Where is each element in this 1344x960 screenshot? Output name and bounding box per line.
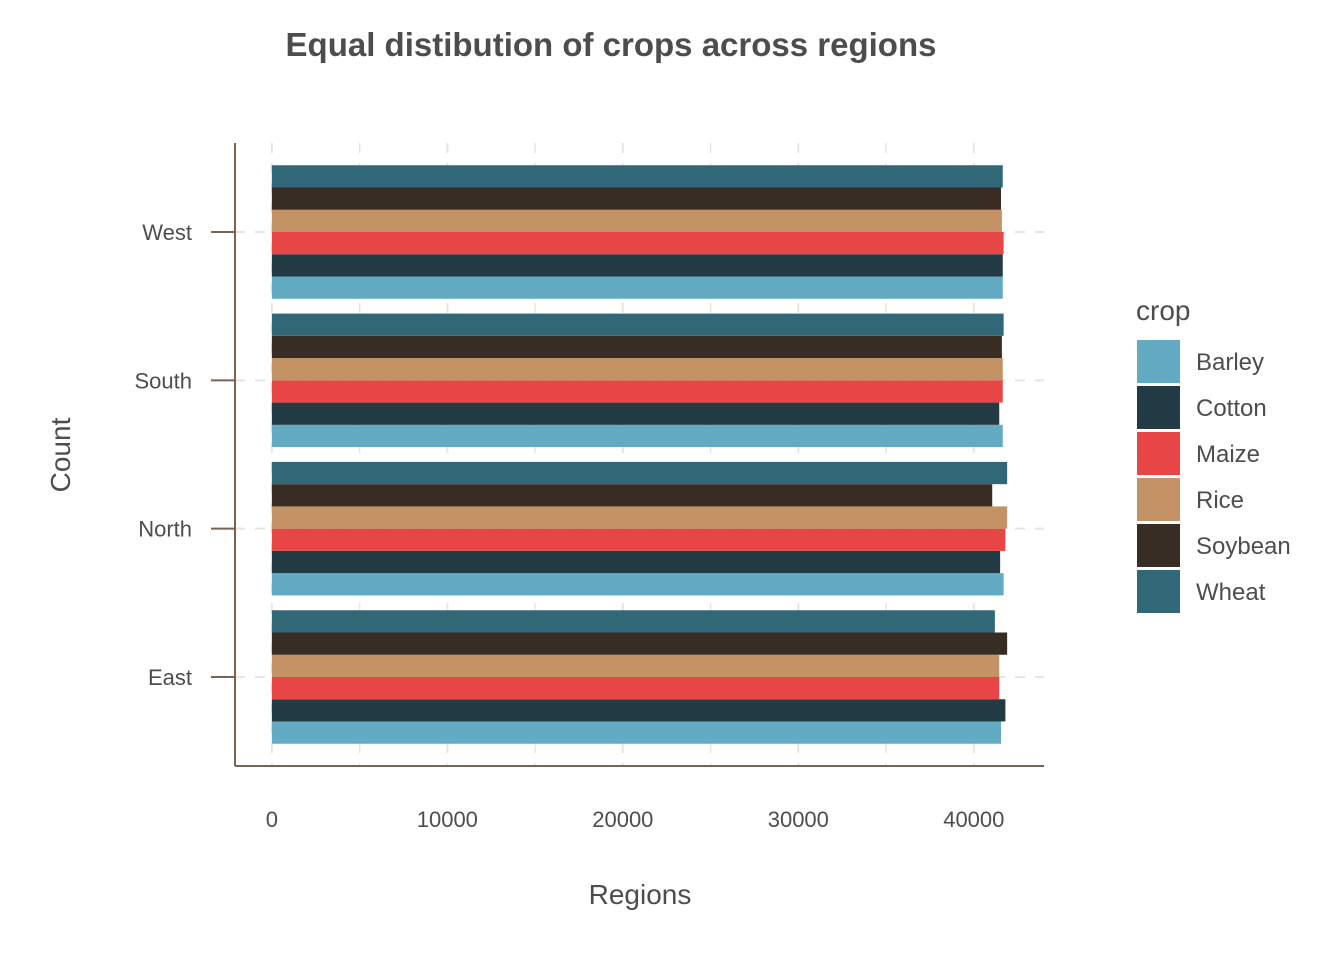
legend-label: Barley: [1196, 349, 1264, 376]
bar-east-maize: [271, 677, 1000, 700]
x-axis-title: Regions: [589, 879, 692, 910]
legend-title: crop: [1136, 295, 1190, 326]
bar-west-wheat: [271, 165, 1003, 188]
y-tick-label: North: [138, 517, 192, 542]
legend-swatch-maize: [1137, 432, 1180, 475]
ticks: East North South West 0 10000 20000 30000 40000: [135, 220, 1005, 832]
bar-north-maize: [271, 528, 1006, 551]
x-tick-label: 10000: [417, 807, 478, 832]
legend-swatch-wheat: [1137, 570, 1180, 613]
x-tick-label: 40000: [943, 807, 1004, 832]
legend-swatch-barley: [1137, 340, 1180, 383]
bar-south-wheat: [271, 313, 1004, 336]
bar-west-soybean: [271, 187, 1002, 210]
x-tick-label: 20000: [592, 807, 653, 832]
chart-title: Equal distibution of crops across region…: [286, 26, 937, 63]
bar-north-wheat: [271, 461, 1008, 485]
y-tick-label: East: [148, 665, 192, 690]
y-axis-title: Count: [45, 417, 76, 492]
bar-south-rice: [271, 358, 1003, 381]
y-tick-label: South: [135, 368, 193, 393]
bar-west-barley: [271, 276, 1003, 299]
bar-east-wheat: [271, 610, 995, 633]
axes: [234, 143, 1044, 767]
legend-swatch-soybean: [1137, 524, 1180, 567]
bar-north-soybean: [271, 484, 993, 507]
bar-north-barley: [271, 573, 1004, 596]
bar-north-cotton: [271, 550, 1001, 574]
bar-north-rice: [271, 506, 1008, 529]
y-tick-label: West: [142, 220, 192, 245]
bar-south-cotton: [271, 402, 1000, 425]
bar-west-maize: [271, 232, 1004, 255]
bar-south-maize: [271, 380, 1003, 403]
legend-label: Soybean: [1196, 533, 1291, 560]
bar-west-cotton: [271, 254, 1003, 277]
legend-swatch-cotton: [1137, 386, 1180, 429]
bar-west-rice: [271, 209, 1002, 232]
legend-label: Wheat: [1196, 579, 1266, 606]
legend: crop Barley Cotton Maize Rice Soybean Wheat: [1136, 295, 1291, 613]
bar-east-rice: [271, 654, 1000, 677]
bar-south-barley: [271, 424, 1003, 448]
legend-label: Cotton: [1196, 395, 1267, 422]
bar-east-barley: [271, 721, 1002, 744]
bars: [271, 165, 1008, 744]
x-tick-label: 0: [266, 807, 278, 832]
x-tick-label: 30000: [768, 807, 829, 832]
bar-east-soybean: [271, 632, 1008, 655]
bar-south-soybean: [271, 335, 1002, 359]
bar-east-cotton: [271, 699, 1006, 722]
legend-label: Maize: [1196, 441, 1260, 468]
legend-label: Rice: [1196, 487, 1244, 514]
legend-swatch-rice: [1137, 478, 1180, 521]
